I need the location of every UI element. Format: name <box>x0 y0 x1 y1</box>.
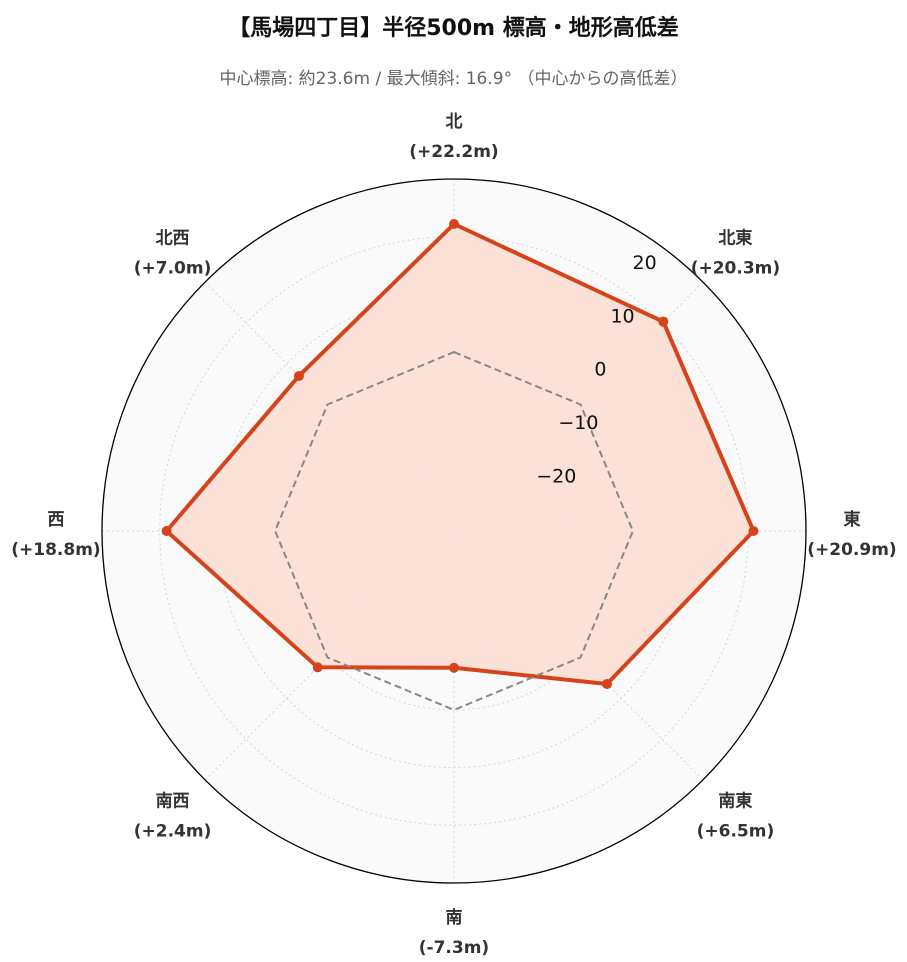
direction-label: 南西 <box>156 790 190 811</box>
radial-tick-label: 0 <box>594 359 606 381</box>
reference-line <box>274 351 634 711</box>
data-point <box>293 370 304 381</box>
data-point <box>602 679 613 690</box>
direction-label: 北東 <box>718 228 752 249</box>
plot-boundary <box>101 178 807 884</box>
data-point <box>748 526 759 536</box>
direction-diff-label: (+6.5m) <box>697 821 775 841</box>
series-area <box>166 224 754 684</box>
data-point <box>658 316 669 327</box>
direction-diff-label: (+20.3m) <box>691 259 780 279</box>
direction-diff-label: (-7.3m) <box>419 938 489 958</box>
direction-label: 北西 <box>156 229 190 249</box>
radial-tick-label: 10 <box>610 305 634 327</box>
direction-label: 北 <box>446 112 463 132</box>
direction-diff-label: (+22.2m) <box>409 142 498 162</box>
direction-diff-label: (+2.4m) <box>134 821 212 841</box>
direction-label: 西 <box>48 510 65 530</box>
data-point <box>312 662 323 673</box>
data-point <box>449 662 459 673</box>
chart-subtitle: 中心標高: 約23.6m / 最大傾斜: 16.9° （中心からの高低差） <box>219 69 688 89</box>
chart-title: 【馬場四丁目】半径500m 標高・地形高低差 <box>228 16 679 41</box>
direction-label: 南 <box>446 907 463 928</box>
direction-diff-label: (+7.0m) <box>134 259 212 279</box>
data-point <box>161 526 172 536</box>
direction-label: 南東 <box>718 790 752 811</box>
data-point <box>449 219 459 230</box>
radial-tick-label: −20 <box>536 465 576 487</box>
direction-diff-label: (+20.9m) <box>807 540 896 560</box>
direction-diff-label: (+18.8m) <box>11 540 100 560</box>
radial-tick-label: −10 <box>558 412 598 434</box>
direction-label: 東 <box>844 509 861 530</box>
radial-tick-label: 20 <box>633 252 657 274</box>
